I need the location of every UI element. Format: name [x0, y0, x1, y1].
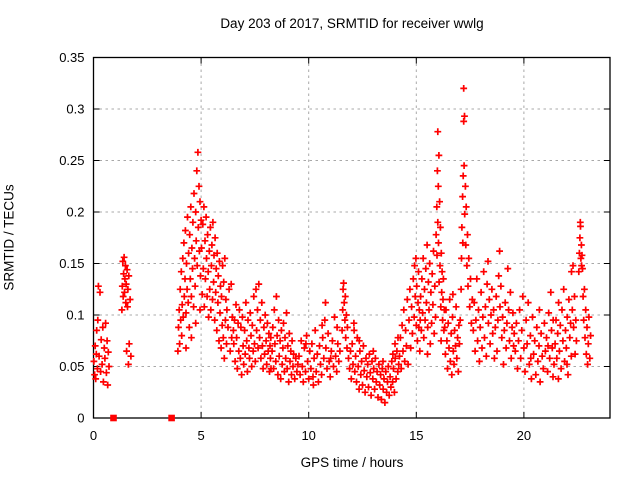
- svg-text:0.35: 0.35: [59, 50, 84, 65]
- svg-text:0.15: 0.15: [59, 256, 84, 271]
- svg-text:0: 0: [77, 411, 84, 426]
- svg-text:10: 10: [301, 428, 315, 443]
- svg-text:5: 5: [197, 428, 204, 443]
- svg-text:20: 20: [517, 428, 531, 443]
- x-axis-label: GPS time / hours: [300, 455, 404, 470]
- grid-lines: [93, 57, 610, 418]
- svg-text:0.05: 0.05: [59, 359, 84, 374]
- srmtid-points: [90, 85, 594, 406]
- svg-text:0.1: 0.1: [66, 308, 84, 323]
- svg-text:0.3: 0.3: [66, 102, 84, 117]
- svg-text:15: 15: [409, 428, 423, 443]
- plot-frame: [92, 56, 611, 419]
- tick-labels: 0 5 10 15 20 0 0.05 0.1 0.15 0.2 0.25 0.3 0.35: [59, 50, 531, 443]
- svg-text:0.25: 0.25: [59, 153, 84, 168]
- svg-text:0.2: 0.2: [66, 205, 84, 220]
- chart-title: Day 203 of 2017, SRMTID for receiver wwl…: [220, 16, 484, 31]
- svg-text:0: 0: [90, 428, 97, 443]
- zero-flag-squares: [110, 414, 175, 422]
